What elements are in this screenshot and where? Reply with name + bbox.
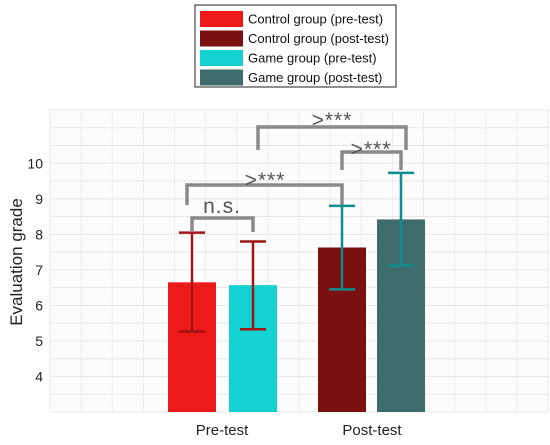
y-tick-label: 7 — [35, 262, 43, 278]
significance-label: >*** — [351, 138, 392, 161]
significance-brackets: n.s.>***>***>*** — [185, 109, 408, 232]
y-tick-label: 9 — [35, 191, 43, 207]
significance-label: >*** — [312, 109, 353, 132]
significance-bracket — [190, 216, 255, 232]
y-tick-label: 6 — [35, 297, 43, 313]
significance-bracket — [256, 125, 408, 150]
significance-bracket — [340, 150, 403, 170]
legend-label: Control group (pre-test) — [248, 12, 383, 27]
y-axis: Evaluation grade 4 5 6 7 8 9 10 — [7, 155, 43, 384]
y-tick-label: 8 — [35, 226, 43, 242]
legend-swatch — [200, 50, 243, 66]
legend-label: Control group (post-test) — [248, 31, 389, 46]
y-tick-label: 5 — [35, 333, 43, 349]
legend: Control group (pre-test) Control group (p… — [194, 4, 397, 88]
y-axis-title: Evaluation grade — [7, 198, 26, 326]
legend-swatch — [200, 11, 243, 27]
legend-label: Game group (post-test) — [248, 70, 382, 85]
significance-label: n.s. — [203, 195, 241, 218]
significance-label: >*** — [245, 169, 286, 192]
x-category-label: Pre-test — [196, 422, 249, 439]
x-axis-categories: Pre-test Post-test — [196, 422, 403, 439]
error-bars — [179, 171, 414, 333]
legend-swatch — [200, 30, 243, 47]
y-tick-label: 10 — [27, 155, 43, 171]
legend-label: Game group (pre-test) — [248, 51, 377, 66]
y-tick-label: 4 — [35, 368, 43, 384]
significance-bracket — [185, 183, 344, 205]
legend-swatch — [200, 69, 243, 86]
x-category-label: Post-test — [342, 422, 402, 439]
grid — [49, 109, 549, 413]
